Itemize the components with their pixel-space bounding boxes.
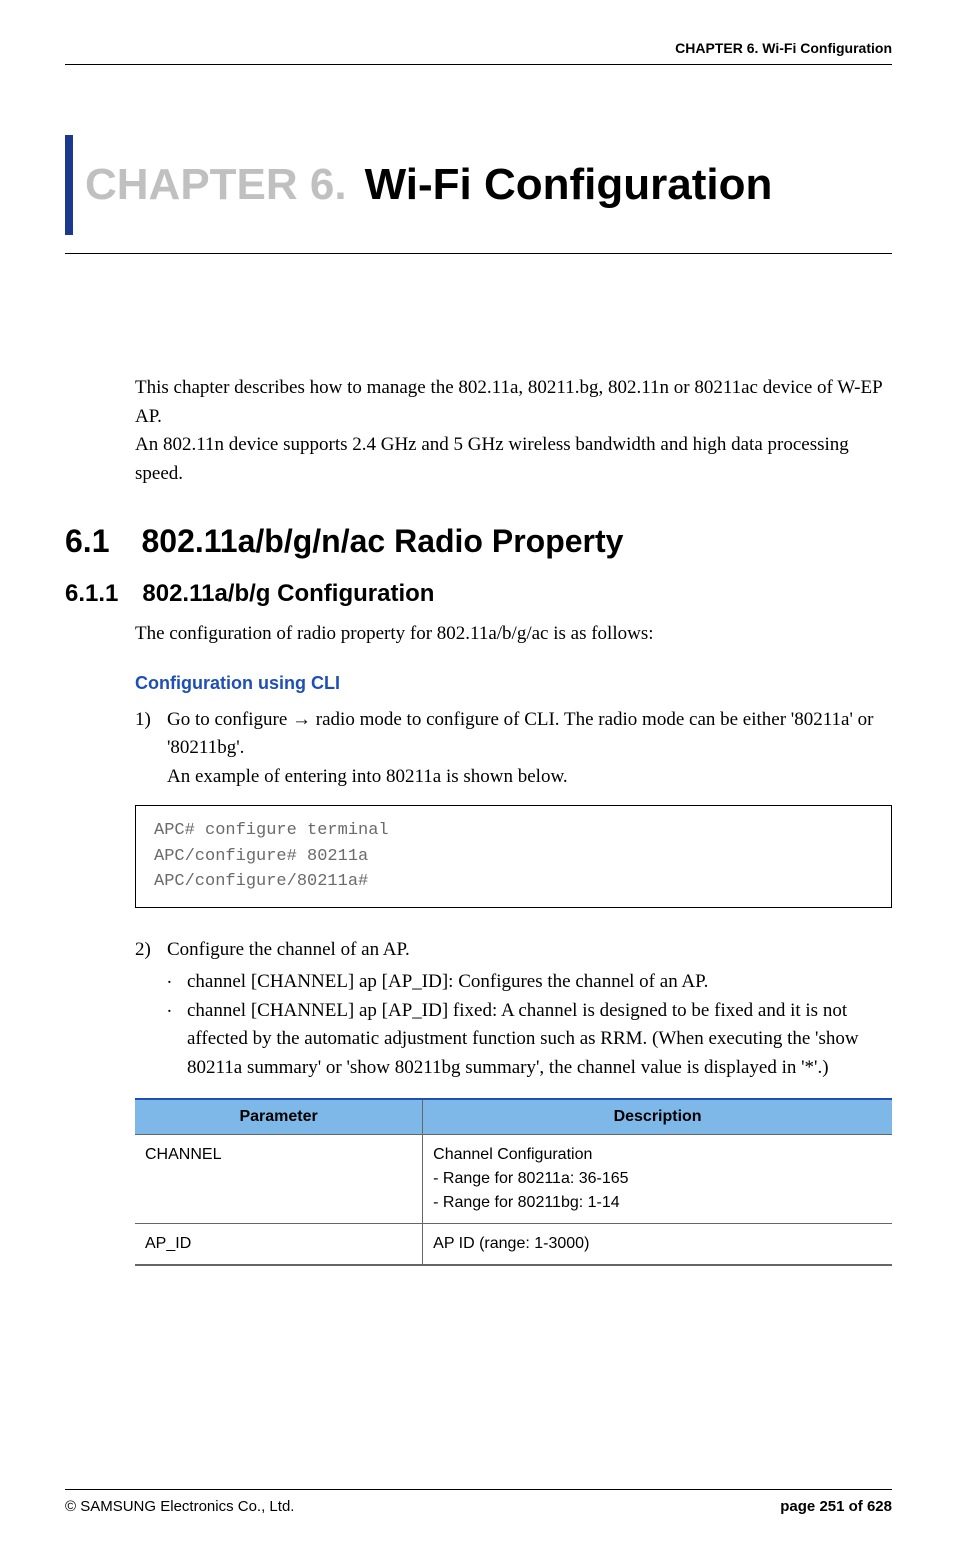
heading-6-1-1: 6.1.1 802.11a/b/g Configuration xyxy=(65,580,892,608)
bullet-2-text: channel [CHANNEL] ap [AP_ID] fixed: A ch… xyxy=(187,1000,859,1078)
bullet-1-text: channel [CHANNEL] ap [AP_ID]: Configures… xyxy=(187,971,708,992)
cell-channel-param: CHANNEL xyxy=(135,1135,423,1224)
footer-copyright: © SAMSUNG Electronics Co., Ltd. xyxy=(65,1498,294,1515)
step-1-text: Go to configure → radio mode to configur… xyxy=(167,709,873,787)
chapter-name: Wi-Fi Configuration xyxy=(365,160,773,210)
table-header-row: Parameter Description xyxy=(135,1099,892,1135)
step-2-number: 2) xyxy=(135,936,167,965)
cell-channel-desc: Channel Configuration - Range for 80211a… xyxy=(423,1135,892,1224)
chapter-title-block: CHAPTER 6. Wi-Fi Configuration xyxy=(65,135,892,235)
table-row: AP_ID AP ID (range: 1-3000) xyxy=(135,1224,892,1266)
section-6-1-1-intro: The configuration of radio property for … xyxy=(135,620,892,649)
parameter-table: Parameter Description CHANNEL Channel Co… xyxy=(135,1098,892,1266)
page-footer: © SAMSUNG Electronics Co., Ltd. page 251… xyxy=(65,1489,892,1515)
step-2-bullet-2: .channel [CHANNEL] ap [AP_ID] fixed: A c… xyxy=(167,997,892,1083)
col-header-parameter: Parameter xyxy=(135,1099,423,1135)
running-title: CHAPTER 6. Wi-Fi Configuration xyxy=(675,40,892,56)
step-2: 2)Configure the channel of an AP. xyxy=(135,936,892,965)
content-area: This chapter describes how to manage the… xyxy=(65,374,892,1489)
running-header: CHAPTER 6. Wi-Fi Configuration xyxy=(65,40,892,65)
col-header-description: Description xyxy=(423,1099,892,1135)
step-2-bullet-1: .channel [CHANNEL] ap [AP_ID]: Configure… xyxy=(167,968,892,997)
intro-line-1: This chapter describes how to manage the… xyxy=(135,374,892,431)
footer-page-number: page 251 of 628 xyxy=(780,1498,892,1515)
cli-heading: Configuration using CLI xyxy=(135,673,892,694)
bullet-icon: . xyxy=(167,993,187,1022)
intro-paragraph: This chapter describes how to manage the… xyxy=(135,374,892,488)
bullet-icon: . xyxy=(167,964,187,993)
heading-6-1: 6.1 802.11a/b/g/n/ac Radio Property xyxy=(65,523,892,560)
page-container: CHAPTER 6. Wi-Fi Configuration CHAPTER 6… xyxy=(0,0,957,1565)
chapter-number: CHAPTER 6. xyxy=(85,160,347,210)
chapter-accent-bar xyxy=(65,135,73,235)
cell-apid-desc: AP ID (range: 1-3000) xyxy=(423,1224,892,1266)
cell-apid-param: AP_ID xyxy=(135,1224,423,1266)
chapter-title: CHAPTER 6. Wi-Fi Configuration xyxy=(85,160,772,210)
title-underline xyxy=(65,253,892,254)
intro-line-2: An 802.11n device supports 2.4 GHz and 5… xyxy=(135,431,892,488)
table-row: CHANNEL Channel Configuration - Range fo… xyxy=(135,1135,892,1224)
step-2-sublist: .channel [CHANNEL] ap [AP_ID]: Configure… xyxy=(167,968,892,1082)
code-block: APC# configure terminal APC/configure# 8… xyxy=(135,805,892,908)
step-1-number: 1) xyxy=(135,706,167,735)
step-1: 1)Go to configure → radio mode to config… xyxy=(135,706,892,792)
step-2-text: Configure the channel of an AP. xyxy=(167,939,410,960)
